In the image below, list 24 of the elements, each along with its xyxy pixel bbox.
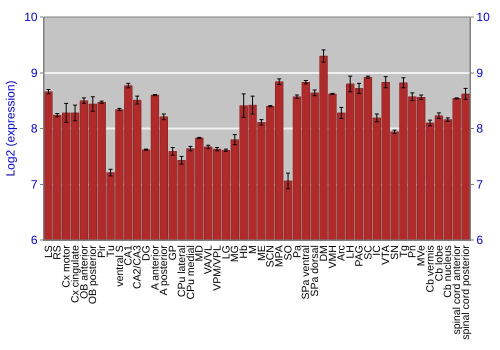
y-axis-title: Log2 (expression) [4, 80, 18, 177]
x-tick-label: VPM/VPL [211, 245, 224, 291]
y2-tick-label: 7 [476, 177, 484, 192]
y2-tick-label: 9 [476, 66, 484, 80]
x-tick-label: RS [52, 245, 64, 260]
x-tick-label: A posterior [158, 244, 170, 296]
y2-tick-label: 6 [476, 233, 484, 248]
x-tick-label: Tu [104, 245, 117, 258]
y2-tick-label: 8 [476, 122, 484, 136]
y-tick-label: 8 [30, 122, 38, 136]
x-tick-label: spinal cord posterior [460, 244, 472, 340]
x-tick-label: PAG [353, 245, 366, 267]
y-tick-label: 6 [30, 233, 38, 248]
x-tick-label: OB posterior [87, 244, 100, 304]
y2-tick-label: 10 [476, 10, 490, 24]
x-tick-label: SO [282, 245, 294, 260]
x-tick-label: DM [318, 245, 330, 262]
x-tick-label: MVe [416, 245, 428, 266]
y-tick-label: 7 [30, 177, 38, 192]
x-tick-label: DG [140, 245, 152, 261]
y-tick-label: 10 [24, 10, 38, 24]
y-tick-label: 9 [30, 66, 38, 80]
x-tick-label: Cx cingulate [69, 245, 82, 303]
x-tick-label: M [246, 245, 259, 254]
